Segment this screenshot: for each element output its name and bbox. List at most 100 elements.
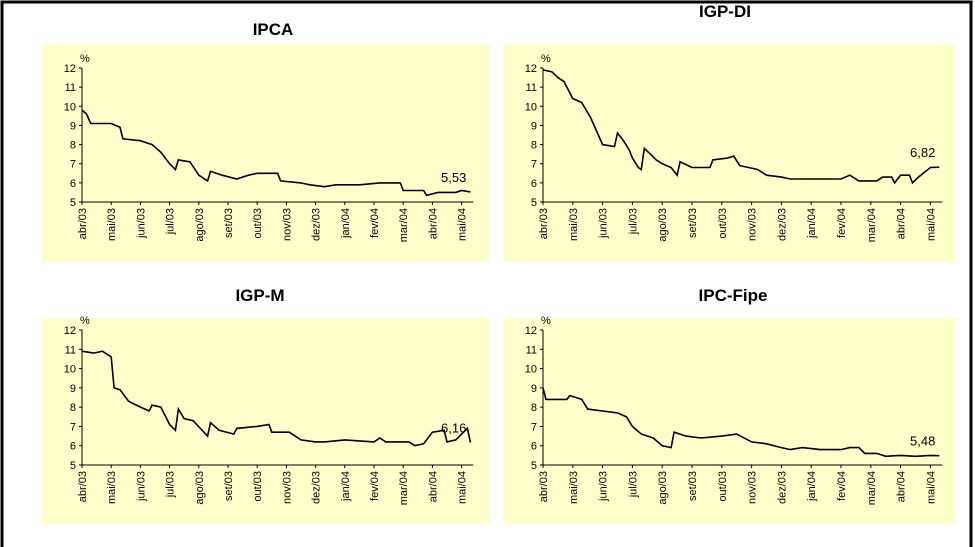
y-tick-label: 8 bbox=[70, 402, 76, 414]
x-tick-label: mar/04 bbox=[866, 471, 878, 505]
x-tick-label: nov/03 bbox=[747, 208, 759, 241]
panel-background bbox=[42, 318, 490, 524]
x-tick-label: jan/04 bbox=[340, 471, 352, 502]
x-tick-label: mai/04 bbox=[457, 208, 469, 241]
x-tick-label: jul/03 bbox=[165, 208, 177, 235]
x-tick-label: ago/03 bbox=[657, 471, 669, 505]
x-tick-label: mar/04 bbox=[866, 208, 878, 242]
y-tick-label: 8 bbox=[70, 140, 76, 152]
x-tick-label: mai/03 bbox=[106, 208, 118, 241]
x-tick-label: jun/03 bbox=[135, 208, 147, 239]
x-tick-label: dez/03 bbox=[311, 471, 323, 504]
y-tick-label: 11 bbox=[526, 344, 537, 356]
x-tick-label: jan/04 bbox=[806, 208, 818, 239]
y-tick-label: 7 bbox=[70, 159, 76, 171]
x-tick-label: out/03 bbox=[717, 471, 729, 502]
x-tick-label: jul/03 bbox=[627, 471, 639, 498]
y-tick-label: 6 bbox=[70, 441, 76, 453]
data-line bbox=[542, 387, 940, 458]
x-tick-label: abr/04 bbox=[896, 471, 908, 502]
y-tick-label: 6 bbox=[531, 441, 537, 453]
x-tick-label: ago/03 bbox=[657, 208, 669, 242]
x-tick-label: mai/04 bbox=[457, 471, 469, 504]
x-tick-label: jun/03 bbox=[135, 471, 147, 502]
x-tick-label: set/03 bbox=[687, 208, 699, 238]
y-tick-label: 12 bbox=[64, 325, 76, 337]
x-tick-label: abr/03 bbox=[77, 471, 89, 502]
x-tick-label: jan/04 bbox=[806, 471, 818, 502]
y-tick-label: 10 bbox=[64, 101, 76, 113]
end-value-label: 6,16 bbox=[441, 421, 466, 436]
x-tick-label: fev/04 bbox=[836, 471, 848, 501]
x-tick-label: mai/03 bbox=[568, 208, 580, 241]
y-tick-label: 6 bbox=[531, 178, 537, 190]
x-tick-label: jun/03 bbox=[598, 208, 610, 239]
y-axis-label: % bbox=[541, 53, 551, 65]
data-line bbox=[81, 109, 471, 197]
x-tick-label: fev/04 bbox=[836, 208, 848, 238]
x-tick-label: abr/03 bbox=[538, 208, 550, 239]
y-axis-label: % bbox=[541, 315, 551, 327]
y-tick-label: 7 bbox=[531, 159, 537, 171]
x-tick-label: dez/03 bbox=[311, 208, 323, 241]
end-value-label: 5,48 bbox=[910, 434, 935, 449]
end-value-label: 6,82 bbox=[910, 145, 935, 160]
x-tick-label: nov/03 bbox=[747, 471, 759, 504]
x-tick-label: nov/03 bbox=[281, 471, 293, 504]
x-tick-label: fev/04 bbox=[369, 471, 381, 501]
x-tick-label: ago/03 bbox=[194, 208, 206, 242]
chart-title: IGP-M bbox=[235, 286, 284, 305]
y-tick-label: 6 bbox=[70, 178, 76, 190]
x-tick-label: nov/03 bbox=[281, 208, 293, 241]
y-tick-label: 5 bbox=[531, 197, 537, 209]
y-tick-label: 11 bbox=[526, 82, 537, 94]
x-tick-label: set/03 bbox=[687, 471, 699, 501]
data-line bbox=[81, 350, 472, 447]
y-tick-label: 9 bbox=[531, 383, 537, 395]
y-tick-label: 8 bbox=[531, 140, 537, 152]
x-tick-label: abr/04 bbox=[427, 208, 439, 239]
x-tick-label: dez/03 bbox=[776, 471, 788, 504]
x-tick-label: jan/04 bbox=[340, 208, 352, 239]
x-tick-label: fev/04 bbox=[369, 208, 381, 238]
y-tick-label: 10 bbox=[64, 364, 76, 376]
x-tick-label: abr/03 bbox=[77, 208, 89, 239]
y-tick-label: 5 bbox=[531, 460, 537, 472]
x-tick-label: ago/03 bbox=[194, 471, 206, 505]
x-tick-label: set/03 bbox=[223, 471, 235, 501]
y-tick-label: 7 bbox=[70, 421, 76, 433]
y-tick-label: 10 bbox=[525, 364, 537, 376]
y-axis-label: % bbox=[80, 315, 90, 327]
x-tick-label: mai/04 bbox=[925, 471, 937, 504]
x-tick-label: set/03 bbox=[223, 208, 235, 238]
x-tick-label: jul/03 bbox=[165, 471, 177, 498]
y-tick-label: 12 bbox=[525, 325, 537, 337]
x-tick-label: abr/03 bbox=[538, 471, 550, 502]
y-tick-label: 12 bbox=[525, 63, 537, 75]
chart-title: IGP-DI bbox=[699, 2, 751, 21]
x-tick-label: out/03 bbox=[717, 208, 729, 239]
x-tick-label: mai/03 bbox=[568, 471, 580, 504]
x-tick-label: mar/04 bbox=[398, 208, 410, 242]
panel-background bbox=[503, 44, 955, 262]
y-tick-label: 12 bbox=[64, 63, 76, 75]
x-tick-label: out/03 bbox=[252, 471, 264, 502]
y-tick-label: 8 bbox=[531, 402, 537, 414]
end-value-label: 5,53 bbox=[441, 170, 466, 185]
y-tick-label: 5 bbox=[70, 460, 76, 472]
x-tick-label: mai/04 bbox=[925, 208, 937, 241]
x-tick-label: abr/04 bbox=[427, 471, 439, 502]
y-axis-label: % bbox=[80, 53, 90, 65]
x-tick-label: abr/04 bbox=[896, 208, 908, 239]
x-tick-label: jul/03 bbox=[627, 208, 639, 235]
y-tick-label: 5 bbox=[70, 197, 76, 209]
x-tick-label: jun/03 bbox=[598, 471, 610, 502]
chart-title: IPC-Fipe bbox=[699, 286, 768, 305]
chart-title: IPCA bbox=[253, 20, 294, 39]
y-tick-label: 10 bbox=[525, 101, 537, 113]
y-tick-label: 11 bbox=[65, 82, 76, 94]
data-line bbox=[542, 69, 940, 185]
x-tick-label: out/03 bbox=[252, 208, 264, 239]
